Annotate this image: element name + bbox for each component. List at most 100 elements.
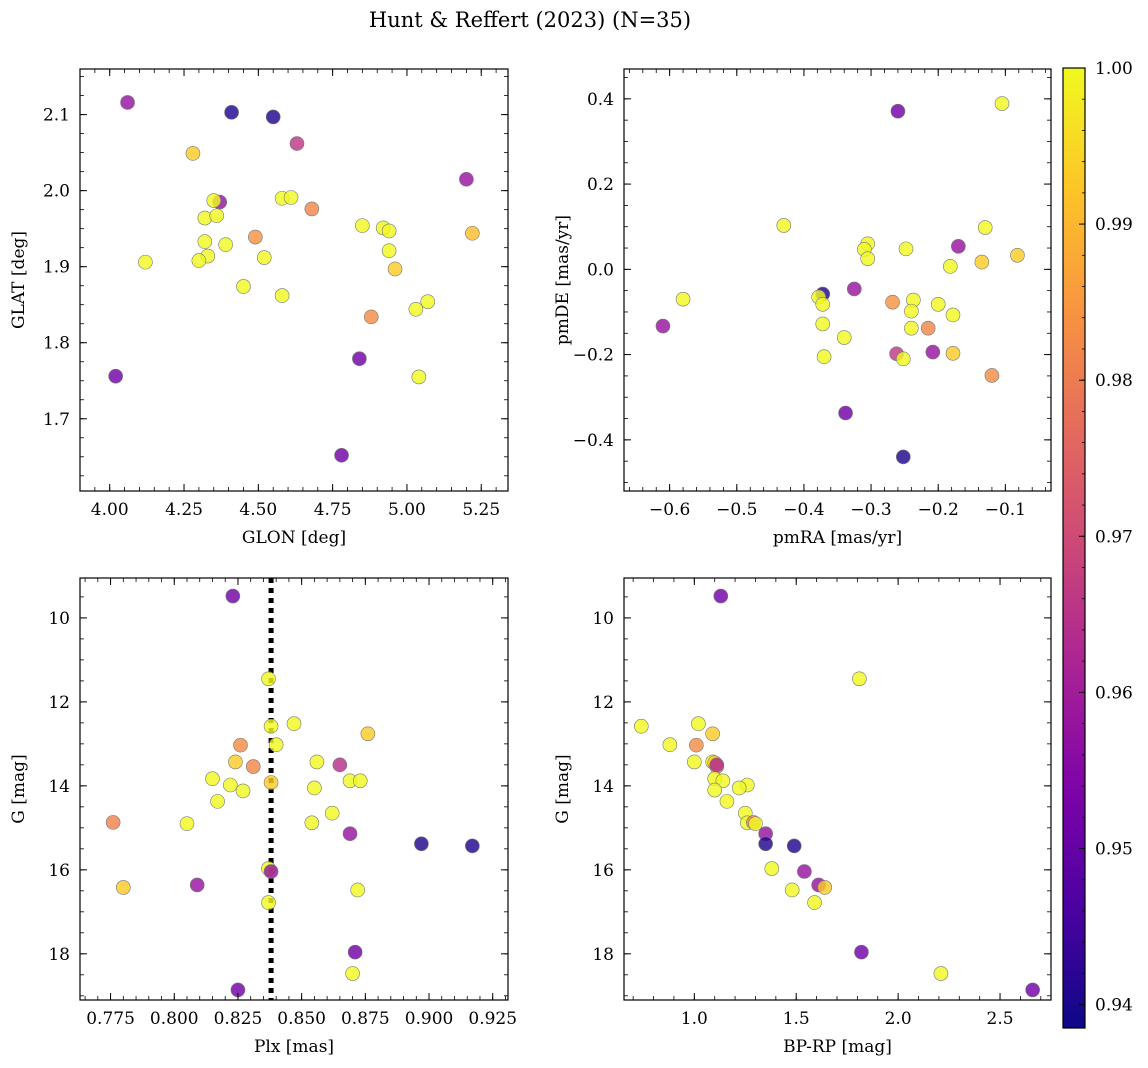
data-point — [815, 316, 831, 332]
y-tick-label: 10 — [592, 609, 614, 629]
data-point — [691, 716, 706, 732]
colorbar-tick-label: 0.98 — [1095, 371, 1133, 391]
data-point — [945, 307, 961, 323]
data-point — [420, 294, 436, 309]
data-point — [634, 718, 649, 734]
data-point — [904, 320, 919, 336]
x-tick-label: 0.775 — [86, 1009, 135, 1029]
data-point — [933, 966, 949, 981]
y-tick-label: 2.0 — [43, 182, 70, 202]
data-point — [138, 254, 153, 270]
data-point — [715, 773, 731, 789]
x-tick-label: −0.5 — [716, 500, 757, 520]
data-point — [360, 726, 376, 742]
data-point — [307, 780, 322, 796]
colorbar-tick-label: 0.95 — [1095, 839, 1133, 859]
data-point — [1010, 247, 1025, 263]
figure-title: Hunt & Reffert (2023) (N=35) — [369, 8, 691, 32]
data-point — [662, 737, 678, 753]
x-tick-label: −0.3 — [850, 500, 891, 520]
data-point — [235, 783, 251, 799]
data-point — [363, 309, 379, 325]
x-tick-label: −0.4 — [783, 500, 824, 520]
x-tick-label: 5.25 — [462, 500, 500, 520]
data-point — [731, 780, 747, 796]
data-point — [263, 775, 279, 790]
data-point — [185, 146, 201, 161]
data-point — [860, 251, 876, 266]
data-point — [210, 794, 225, 809]
y-tick-label: 16 — [592, 861, 614, 881]
data-point — [218, 237, 233, 252]
colorbar-frame — [1062, 67, 1086, 1029]
x-axis-label: BP-RP [mag] — [783, 1037, 892, 1057]
data-point — [236, 279, 251, 294]
data-point — [898, 241, 914, 257]
data-point — [274, 288, 290, 303]
y-tick-label: 10 — [48, 609, 70, 629]
y-tick-label: 12 — [592, 693, 614, 713]
data-point — [776, 218, 792, 233]
y-axis-label: G [mag] — [553, 754, 573, 823]
y-tick-label: 0.2 — [587, 175, 614, 195]
data-point — [984, 368, 1000, 383]
data-point — [852, 671, 867, 687]
data-point — [951, 239, 966, 254]
data-point — [283, 190, 299, 205]
data-point — [263, 718, 279, 734]
data-point — [920, 320, 936, 336]
data-point — [758, 836, 773, 852]
data-point — [707, 782, 722, 798]
axes-frame — [79, 68, 509, 492]
axes-frame — [623, 577, 1052, 1001]
data-point — [465, 225, 480, 241]
subplot-bprp-g: 1.0 1.5 2.0 2.5 10 12 14 16 18 BP-RP [mag] G [mag] — [553, 577, 1052, 1057]
data-point — [191, 253, 207, 268]
data-point — [120, 95, 135, 110]
x-tick-label: 5.00 — [388, 500, 426, 520]
x-tick-label: 0.825 — [214, 1009, 263, 1029]
axes-frame — [623, 68, 1052, 492]
data-point — [105, 815, 121, 830]
data-point — [205, 771, 220, 787]
subplot-plx-g: 0.775 0.800 0.825 0.850 0.875 0.900 0.925 10 12 1… — [9, 577, 517, 1057]
data-point — [713, 588, 729, 604]
data-point — [414, 836, 429, 852]
data-point — [719, 794, 735, 809]
data-point — [836, 330, 852, 345]
data-point — [945, 346, 961, 361]
data-point — [261, 671, 276, 687]
y-axis-label: G [mag] — [9, 754, 29, 823]
subplot-pmra-pmde: −0.6 −0.5 −0.4 −0.3 −0.2 −0.1 −0.4 −0.2 0.0 0.2 0.… — [553, 68, 1052, 548]
data-point — [1025, 982, 1040, 998]
data-point — [925, 344, 941, 360]
data-point — [352, 773, 368, 789]
x-tick-label: −0.1 — [985, 500, 1026, 520]
axes-frame — [79, 577, 509, 1001]
data-point — [309, 754, 325, 770]
data-point — [289, 136, 305, 151]
colorbar: 0.94 0.95 0.96 0.97 0.98 0.99 1.00 — [1062, 59, 1133, 1029]
y-tick-label: 1.7 — [43, 410, 70, 430]
data-point — [705, 726, 720, 742]
data-point — [324, 805, 340, 821]
data-point — [261, 895, 276, 910]
data-point — [381, 243, 397, 259]
x-tick-label: 4.50 — [239, 500, 277, 520]
data-point — [465, 838, 480, 854]
scatter-points — [108, 95, 480, 463]
data-point — [209, 208, 225, 224]
data-point — [381, 223, 397, 239]
data-point — [797, 864, 812, 879]
colorbar-tick-label: 0.97 — [1095, 527, 1133, 547]
data-point — [228, 754, 243, 770]
data-point — [895, 449, 911, 465]
data-point — [709, 757, 725, 773]
data-point — [334, 447, 349, 463]
y-tick-label: 18 — [592, 945, 614, 965]
y-tick-label: 1.8 — [43, 334, 70, 354]
data-point — [786, 838, 802, 854]
colorbar-tick-label: 0.94 — [1095, 996, 1133, 1016]
data-point — [116, 880, 131, 895]
